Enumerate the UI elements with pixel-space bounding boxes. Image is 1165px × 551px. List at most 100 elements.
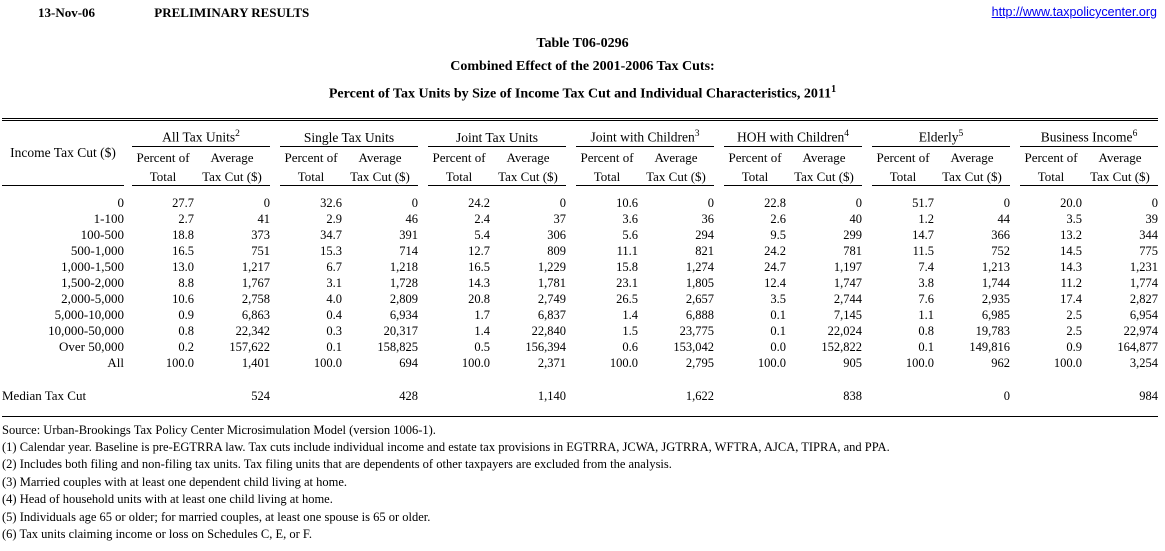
percent-cell: 0.1: [770, 323, 786, 338]
column-spacer: [124, 275, 132, 291]
average-cell: 0: [855, 195, 862, 210]
average-cell: 344: [1139, 227, 1158, 242]
column-spacer: [124, 211, 132, 227]
table-row: 1-100 2.7 41 2.9 46 2.4 37 3.6 36 2.6 40 1.2 44 3.5 39: [2, 211, 1158, 227]
footnote: (1) Calendar year. Baseline is pre-EGTRR…: [2, 440, 890, 455]
percent-cell: 100.0: [165, 355, 194, 370]
percent-cell: 13.2: [1060, 227, 1082, 242]
subheader-percent: Total: [724, 165, 786, 186]
average-cell: 1,744: [981, 275, 1010, 290]
average-cell: 2,371: [537, 355, 566, 370]
percent-cell: 0.9: [178, 307, 194, 322]
site-link[interactable]: http://www.taxpolicycenter.org: [991, 5, 1157, 19]
column-spacer: [714, 119, 724, 185]
row-label: 10,000-50,000: [48, 322, 124, 338]
average-cell: 1,217: [241, 259, 270, 274]
column-spacer: [714, 227, 724, 243]
average-cell: 751: [251, 243, 270, 258]
percent-cell: [872, 388, 934, 404]
percent-cell: 5.6: [622, 227, 638, 242]
group-header: Joint Tax Units: [428, 119, 566, 147]
column-spacer: [862, 388, 872, 404]
percent-cell: 0.6: [622, 339, 638, 354]
percent-cell: [1020, 388, 1082, 404]
average-cell: 6,954: [1129, 307, 1158, 322]
average-cell: 22,840: [531, 323, 566, 338]
percent-cell: 2.6: [770, 211, 786, 226]
column-spacer: [714, 323, 724, 339]
top-bar: 13-Nov-06 PRELIMINARY RESULTS http://www…: [0, 0, 1165, 21]
average-cell: 2,657: [685, 291, 714, 306]
percent-cell: 0.5: [474, 339, 490, 354]
percent-cell: 24.2: [468, 195, 490, 210]
column-spacer: [124, 339, 132, 355]
subheader-percent: Total: [1020, 165, 1082, 186]
average-cell: 2,744: [833, 291, 862, 306]
footnote: (4) Head of household units with at leas…: [2, 492, 333, 507]
column-spacer: [124, 119, 132, 185]
column-spacer: [1010, 119, 1020, 185]
column-spacer: [418, 355, 428, 371]
percent-cell: 3.1: [326, 275, 342, 290]
average-cell: 1,622: [685, 388, 714, 403]
column-spacer: [566, 355, 576, 371]
column-spacer: [418, 119, 428, 185]
subheader-percent: Total: [872, 165, 934, 186]
percent-cell: [724, 388, 786, 404]
footnote: (5) Individuals age 65 or older; for mar…: [2, 509, 431, 524]
average-cell: 20,317: [383, 323, 418, 338]
column-spacer: [566, 211, 576, 227]
percent-cell: 22.8: [764, 195, 786, 210]
average-cell: 41: [257, 211, 271, 226]
row-label: Over 50,000: [59, 338, 124, 354]
results-table: Income Tax Cut ($) All Tax Units2 Single T…: [2, 117, 1158, 417]
column-spacer: [862, 119, 872, 185]
percent-cell: 6.7: [326, 259, 342, 274]
subheader-percent: Percent of: [136, 149, 190, 165]
average-cell: 23,775: [679, 323, 714, 338]
column-spacer: [714, 211, 724, 227]
column-spacer: [714, 291, 724, 307]
column-spacer: [714, 259, 724, 275]
average-cell: 1,747: [833, 275, 862, 290]
subheader-average: Tax Cut ($): [934, 165, 1010, 186]
subheader-percent: Total: [280, 165, 342, 186]
column-spacer: [566, 388, 576, 404]
column-spacer: [124, 323, 132, 339]
column-spacer: [124, 243, 132, 259]
percent-cell: 23.1: [616, 275, 638, 290]
table-row: Over 50,000 0.2 157,622 0.1 158,825 0.5 156,39…: [2, 339, 1158, 355]
average-cell: 0: [1151, 195, 1158, 210]
subheader-percent: Total: [132, 165, 194, 186]
column-spacer: [270, 323, 280, 339]
percent-cell: [280, 388, 342, 404]
average-cell: 2,809: [389, 291, 418, 306]
percent-cell: 0.0: [770, 339, 786, 354]
column-spacer: [1010, 227, 1020, 243]
percent-cell: 3.8: [918, 275, 934, 290]
table-row: 500-1,000 16.5 751 15.3 714 12.7 809 11.1 821 24.…: [2, 243, 1158, 259]
column-spacer: [714, 195, 724, 211]
average-cell: 7,145: [833, 307, 862, 322]
column-spacer: [270, 259, 280, 275]
column-spacer: [862, 323, 872, 339]
column-spacer: [270, 291, 280, 307]
column-spacer: [1010, 275, 1020, 291]
column-spacer: [270, 227, 280, 243]
column-spacer: [418, 275, 428, 291]
column-spacer: [714, 339, 724, 355]
average-cell: 22,342: [235, 323, 270, 338]
percent-cell: 16.5: [468, 259, 490, 274]
table-row: 1,500-2,000 8.8 1,767 3.1 1,728 14.3 1,781 23.1…: [2, 275, 1158, 291]
percent-cell: 24.7: [764, 259, 786, 274]
column-spacer: [270, 243, 280, 259]
spacer-row: [2, 404, 1158, 417]
column-spacer: [1010, 243, 1020, 259]
row-label: 2,000-5,000: [61, 290, 124, 306]
average-cell: 22,974: [1123, 323, 1158, 338]
average-cell: 1,774: [1129, 275, 1158, 290]
subheader-average: Tax Cut ($): [786, 165, 862, 186]
percent-cell: 3.5: [770, 291, 786, 306]
percent-cell: 1.1: [918, 307, 934, 322]
column-spacer: [1010, 291, 1020, 307]
